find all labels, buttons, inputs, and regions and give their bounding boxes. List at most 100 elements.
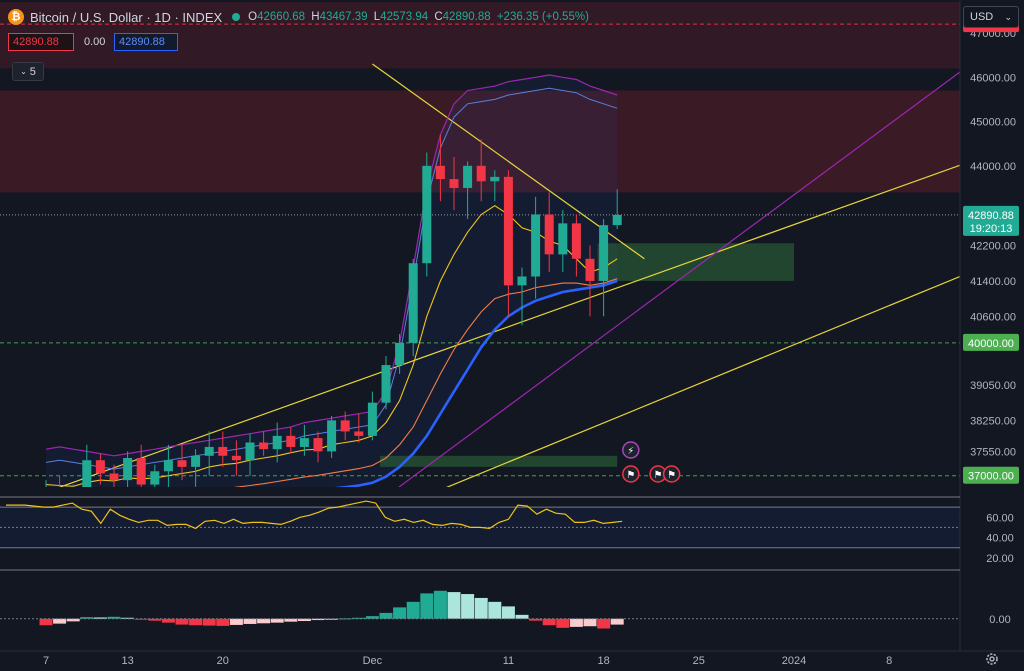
candle-body[interactable] [558,223,568,255]
symbol-title[interactable]: Bitcoin / U.S. Dollar · 1D · INDEX [30,9,223,25]
candle-body[interactable] [286,435,296,447]
lightning-icon[interactable] [622,441,640,459]
candle-body[interactable] [313,438,323,452]
candle-body[interactable] [544,214,554,255]
price-tag[interactable] [963,466,1019,484]
candle-body[interactable] [367,402,377,436]
candle-body[interactable] [218,446,228,456]
bollinger-fill [46,75,618,487]
us-flag-icon[interactable] [622,465,640,483]
macd-bar [379,612,393,619]
chevron-down-icon: ⌄ [20,67,27,76]
macd-bar [161,618,175,623]
candle-body[interactable] [490,176,500,182]
macd-bar [121,617,135,619]
macd-bar [433,590,447,619]
settings-gear-icon[interactable] [984,651,1000,667]
candle-body[interactable] [599,225,609,281]
last-price-label: 42890.88 [968,210,1014,222]
candle-body[interactable] [177,460,187,467]
candle-body[interactable] [204,446,214,456]
macd-bar [39,618,53,626]
candle-body[interactable] [585,258,595,281]
us-flag-icon-glyph: ⚑ [667,470,676,481]
candle-body[interactable] [381,365,391,403]
rsi-tick-label: 60.00 [986,512,1014,524]
rsi-tick-label: 20.00 [986,553,1014,565]
candle-body[interactable] [422,165,432,264]
macd-bar [583,618,597,627]
candle-body[interactable] [517,276,527,286]
candle-body[interactable] [395,342,405,366]
rsi-line [6,500,623,530]
candle-body[interactable] [259,442,269,450]
macd-bar [107,616,121,619]
candle-body[interactable] [231,455,241,461]
candle-body[interactable] [95,460,105,474]
price-tag[interactable] [963,333,1019,351]
candle-body[interactable] [150,471,160,485]
macd-bar [243,618,257,624]
macd-bar [53,618,67,624]
indicators-toggle-button[interactable]: ⌄ 5 [12,62,44,81]
candle-body[interactable] [435,165,445,180]
macd-bar [270,618,284,623]
last-price-tag[interactable] [963,205,1019,236]
currency-select[interactable]: USD ⌄ [963,6,1019,28]
x-tick-label: 25 [693,655,705,667]
candle-body[interactable] [612,214,622,226]
candle-body[interactable] [449,179,459,188]
candle-body[interactable] [272,435,282,450]
symbol-header[interactable]: ₿ Bitcoin / U.S. Dollar · 1D · INDEX O42… [8,6,592,28]
macd-bar [148,618,162,621]
x-tick-label: 7 [43,655,49,667]
candle-body[interactable] [340,420,350,432]
candle-body[interactable] [123,458,133,481]
candle-body[interactable] [82,460,92,491]
chevron-down-icon: ⌄ [1004,11,1012,22]
lower-channel-trendline[interactable] [400,272,971,507]
macd-bar [556,618,570,628]
price-tag-label: 40000.00 [968,338,1014,350]
sell-button[interactable]: 42890.88 [8,33,74,51]
descending-trendline[interactable] [372,63,645,260]
candle-body[interactable] [245,442,255,461]
market-status-icon [232,13,241,21]
candle-body[interactable] [571,223,581,259]
x-tick-label: 20 [217,655,229,667]
candle-body[interactable] [136,458,146,485]
macd-bar [542,618,556,626]
candle-body[interactable] [463,165,473,188]
macd-bar [529,618,543,621]
y-tick-label: 38250.00 [970,415,1016,427]
macd-bar [393,607,407,619]
macd-bar [352,617,366,619]
x-tick-label: 8 [886,655,892,667]
us-flag-icon[interactable] [662,465,681,483]
macd-bar [297,618,311,622]
macd-bar [488,601,502,619]
y-tick-label: 42200.00 [970,241,1016,253]
candle-body[interactable] [191,455,201,467]
candle-body[interactable] [327,420,337,452]
rsi-pane[interactable] [6,500,623,530]
y-tick-label: 39050.00 [970,380,1016,392]
channel-line[interactable] [372,64,970,507]
price-tag-label: 37000.00 [968,471,1014,483]
candle-body[interactable] [531,214,541,277]
candle-body[interactable] [299,438,309,447]
main-pane[interactable] [0,2,971,511]
candle-body[interactable] [503,176,513,286]
candle-body[interactable] [354,431,364,436]
x-tick-label: 13 [121,655,133,667]
candle-body[interactable] [109,473,119,481]
ascending-trendline[interactable] [5,161,971,506]
macd-bar [420,593,434,619]
buy-button[interactable]: 42890.88 [114,33,178,51]
candle-body[interactable] [408,263,418,343]
macd-bar [406,601,420,619]
candle-body[interactable] [163,460,173,472]
candle-body[interactable] [476,165,486,182]
